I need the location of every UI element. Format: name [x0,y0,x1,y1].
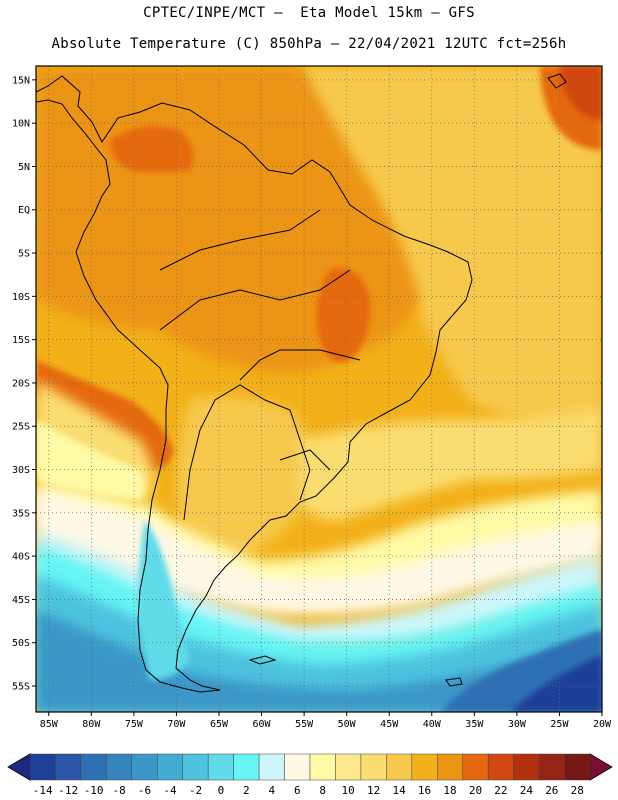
lat-tick-label: 25S [12,422,30,433]
title-line-2: Absolute Temperature (C) 850hPa – 22/04/… [51,36,567,52]
lon-tick-label: 20W [593,719,612,730]
lon-tick-label: 50W [338,719,357,730]
lon-tick-label: 30W [508,719,527,730]
colorbar-label: -8 [112,784,125,797]
colorbar-label: 26 [545,784,558,797]
lat-tick-label: 20S [12,378,30,389]
coastlines [36,73,567,693]
lon-tick-label: 40W [423,719,442,730]
latitude-axis: 15N 10N 5N EQ 5S 10S 15S 20S 25S 30S 35S 40S 45S 50S 5… [12,75,36,693]
colorbar-label: 8 [319,784,326,797]
colorbar-label: -10 [84,784,104,797]
colorbar-label: 16 [418,784,431,797]
colorbar-label: 14 [392,784,406,797]
colorbar-swatch [411,753,438,781]
colorbar-swatch [207,753,234,781]
colorbar-label: 24 [520,784,534,797]
lat-tick-label: 10S [12,292,30,303]
colorbar-swatch [309,753,336,781]
colorbar-label: -6 [138,784,151,797]
lat-tick-label: 50S [12,638,30,649]
lat-tick-label: 15S [12,335,30,346]
colorbar-swatch [55,753,82,781]
colorbar-label: 0 [218,784,225,797]
colorbar-label: 2 [243,784,250,797]
lon-tick-label: 70W [167,719,186,730]
colorbar-label: -12 [58,784,78,797]
colorbar-label: 18 [443,784,456,797]
colorbar-swatch [538,753,565,781]
lon-tick-label: 60W [253,719,272,730]
lon-tick-label: 85W [40,719,59,730]
title-line-1: CPTEC/INPE/MCT – Eta Model 15km – GFS [143,5,475,21]
colorbar-swatch [80,753,107,781]
colorbar-label: 28 [571,784,584,797]
lon-tick-label: 80W [82,719,101,730]
lon-tick-label: 45W [380,719,399,730]
colorbar-swatch [487,753,514,781]
colorbar-swatch [386,753,413,781]
colorbar-swatch [462,753,489,781]
lat-tick-label: 10N [12,119,30,130]
lon-tick-label: 65W [210,719,229,730]
lat-tick-label: 40S [12,552,30,563]
colorbar-swatch [233,753,260,781]
longitude-axis: 85W 80W 75W 70W 65W 60W 55W 50W 45W 40W 35W 30W 25W 2… [40,712,612,730]
colorbar-swatch [258,753,285,781]
lat-tick-label: 30S [12,465,30,476]
temperature-field [36,66,602,712]
colorbar-swatch [29,753,56,781]
colorbar-arrow-right [589,753,613,781]
colorbar-swatch [437,753,463,781]
colorbar: -14 -12 -10 -8 -6 -4 -2 0 2 4 6 8 10 12 14 16 18 20 22 24 26… [7,753,613,797]
lon-tick-label: 25W [550,719,569,730]
map-frame [35,65,603,713]
lon-tick-label: 55W [295,719,314,730]
lat-tick-label: 15N [12,75,30,86]
colorbar-label: 6 [294,784,301,797]
colorbar-arrow-left [7,753,31,781]
colorbar-swatch [106,753,133,781]
colorbar-swatch [513,753,540,781]
lon-tick-label: 35W [465,719,484,730]
lon-tick-label: 75W [125,719,144,730]
colorbar-swatch [131,753,158,781]
colorbar-swatch [284,753,311,781]
colorbar-label: 10 [342,784,355,797]
lat-tick-label: 55S [12,682,30,693]
colorbar-swatch [157,753,183,781]
lat-tick-label: EQ [18,205,30,216]
colorbar-label: -2 [189,784,202,797]
colorbar-swatch [360,753,387,781]
colorbar-label: 12 [367,784,380,797]
colorbar-label: 4 [269,784,276,797]
colorbar-swatch [335,753,362,781]
lat-tick-label: 5S [18,249,30,260]
colorbar-label: -4 [163,784,177,797]
colorbar-label: -14 [33,784,53,797]
colorbar-label: 20 [469,784,482,797]
colorbar-swatch [182,753,209,781]
lat-tick-label: 35S [12,508,30,519]
lat-tick-label: 5N [18,162,30,173]
colorbar-label: 22 [494,784,507,797]
colorbar-swatch [564,753,591,781]
lat-tick-label: 45S [12,595,30,606]
